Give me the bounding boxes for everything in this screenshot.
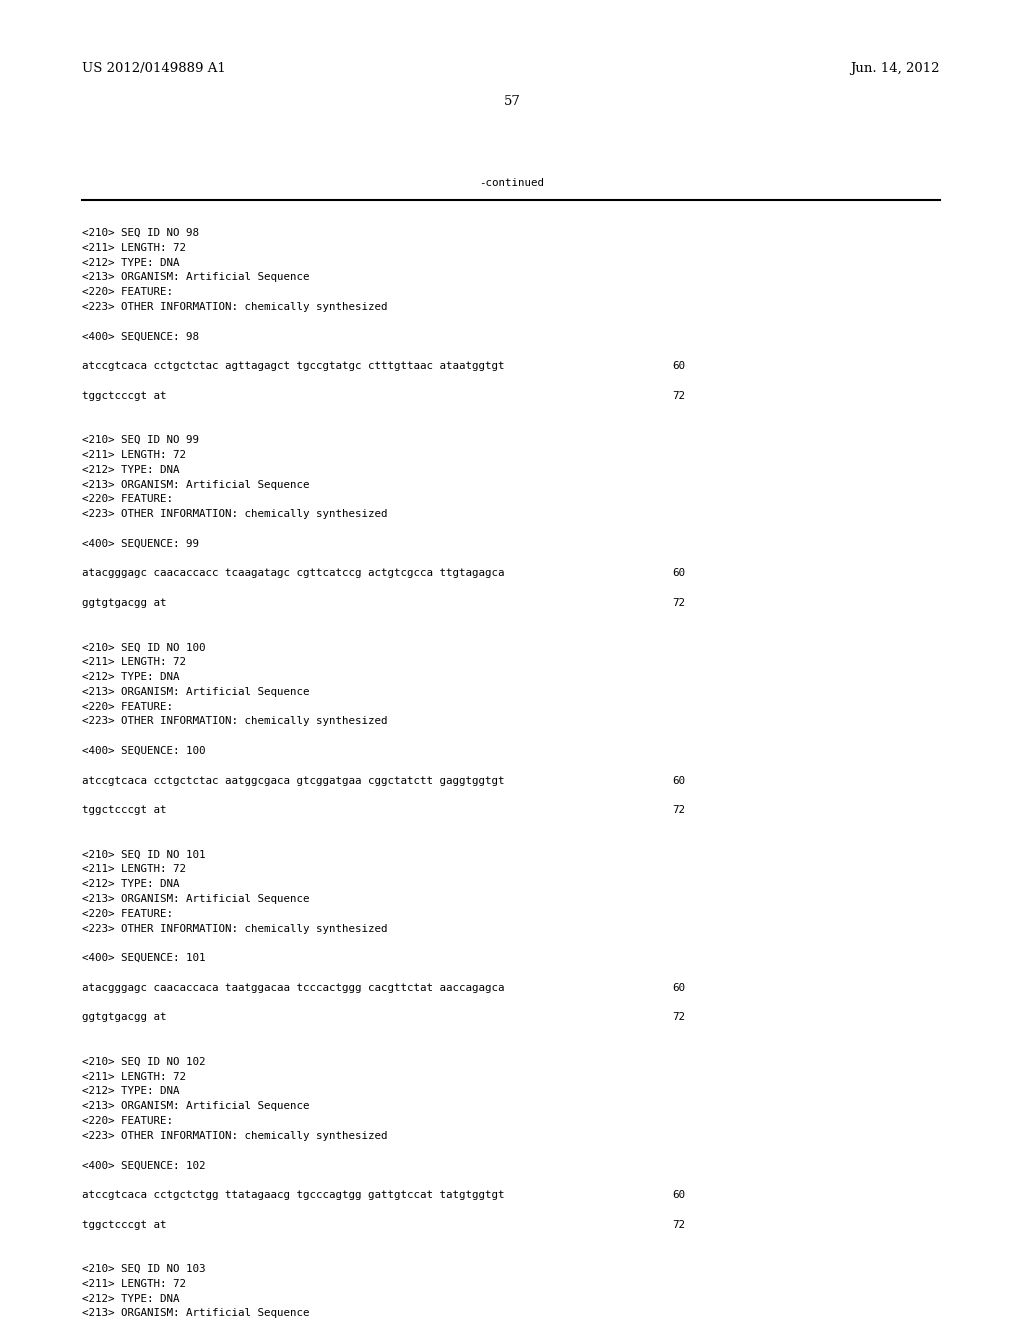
Text: <220> FEATURE:: <220> FEATURE:: [82, 288, 173, 297]
Text: tggctcccgt at: tggctcccgt at: [82, 391, 167, 401]
Text: <210> SEQ ID NO 102: <210> SEQ ID NO 102: [82, 1057, 206, 1067]
Text: 57: 57: [504, 95, 520, 108]
Text: tggctcccgt at: tggctcccgt at: [82, 1220, 167, 1230]
Text: 72: 72: [672, 598, 685, 609]
Text: <211> LENGTH: 72: <211> LENGTH: 72: [82, 657, 186, 667]
Text: <400> SEQUENCE: 99: <400> SEQUENCE: 99: [82, 539, 199, 549]
Text: <400> SEQUENCE: 98: <400> SEQUENCE: 98: [82, 331, 199, 342]
Text: atccgtcaca cctgctctac aatggcgaca gtcggatgaa cggctatctt gaggtggtgt: atccgtcaca cctgctctac aatggcgaca gtcggat…: [82, 776, 505, 785]
Text: <210> SEQ ID NO 100: <210> SEQ ID NO 100: [82, 643, 206, 652]
Text: <211> LENGTH: 72: <211> LENGTH: 72: [82, 865, 186, 874]
Text: <220> FEATURE:: <220> FEATURE:: [82, 495, 173, 504]
Text: <211> LENGTH: 72: <211> LENGTH: 72: [82, 1279, 186, 1288]
Text: <210> SEQ ID NO 103: <210> SEQ ID NO 103: [82, 1265, 206, 1274]
Text: <213> ORGANISM: Artificial Sequence: <213> ORGANISM: Artificial Sequence: [82, 1308, 309, 1319]
Text: <213> ORGANISM: Artificial Sequence: <213> ORGANISM: Artificial Sequence: [82, 686, 309, 697]
Text: 60: 60: [672, 569, 685, 578]
Text: 72: 72: [672, 1012, 685, 1023]
Text: <223> OTHER INFORMATION: chemically synthesized: <223> OTHER INFORMATION: chemically synt…: [82, 1131, 387, 1140]
Text: <220> FEATURE:: <220> FEATURE:: [82, 702, 173, 711]
Text: <210> SEQ ID NO 98: <210> SEQ ID NO 98: [82, 228, 199, 238]
Text: 72: 72: [672, 391, 685, 401]
Text: Jun. 14, 2012: Jun. 14, 2012: [851, 62, 940, 75]
Text: -continued: -continued: [479, 178, 545, 187]
Text: <223> OTHER INFORMATION: chemically synthesized: <223> OTHER INFORMATION: chemically synt…: [82, 510, 387, 519]
Text: tggctcccgt at: tggctcccgt at: [82, 805, 167, 816]
Text: 60: 60: [672, 362, 685, 371]
Text: 60: 60: [672, 776, 685, 785]
Text: 60: 60: [672, 983, 685, 993]
Text: <212> TYPE: DNA: <212> TYPE: DNA: [82, 672, 179, 682]
Text: atccgtcaca cctgctctac agttagagct tgccgtatgc ctttgttaac ataatggtgt: atccgtcaca cctgctctac agttagagct tgccgta…: [82, 362, 505, 371]
Text: <212> TYPE: DNA: <212> TYPE: DNA: [82, 1294, 179, 1304]
Text: US 2012/0149889 A1: US 2012/0149889 A1: [82, 62, 225, 75]
Text: <400> SEQUENCE: 102: <400> SEQUENCE: 102: [82, 1160, 206, 1171]
Text: <400> SEQUENCE: 100: <400> SEQUENCE: 100: [82, 746, 206, 756]
Text: <212> TYPE: DNA: <212> TYPE: DNA: [82, 257, 179, 268]
Text: <220> FEATURE:: <220> FEATURE:: [82, 1115, 173, 1126]
Text: <220> FEATURE:: <220> FEATURE:: [82, 908, 173, 919]
Text: <213> ORGANISM: Artificial Sequence: <213> ORGANISM: Artificial Sequence: [82, 1101, 309, 1111]
Text: atacgggagc caacaccacc tcaagatagc cgttcatccg actgtcgcca ttgtagagca: atacgggagc caacaccacc tcaagatagc cgttcat…: [82, 569, 505, 578]
Text: <212> TYPE: DNA: <212> TYPE: DNA: [82, 1086, 179, 1097]
Text: ggtgtgacgg at: ggtgtgacgg at: [82, 598, 167, 609]
Text: <211> LENGTH: 72: <211> LENGTH: 72: [82, 450, 186, 459]
Text: atacgggagc caacaccaca taatggacaa tcccactggg cacgttctat aaccagagca: atacgggagc caacaccaca taatggacaa tcccact…: [82, 983, 505, 993]
Text: <212> TYPE: DNA: <212> TYPE: DNA: [82, 465, 179, 475]
Text: <212> TYPE: DNA: <212> TYPE: DNA: [82, 879, 179, 890]
Text: <223> OTHER INFORMATION: chemically synthesized: <223> OTHER INFORMATION: chemically synt…: [82, 717, 387, 726]
Text: ggtgtgacgg at: ggtgtgacgg at: [82, 1012, 167, 1023]
Text: 72: 72: [672, 805, 685, 816]
Text: <223> OTHER INFORMATION: chemically synthesized: <223> OTHER INFORMATION: chemically synt…: [82, 302, 387, 312]
Text: <223> OTHER INFORMATION: chemically synthesized: <223> OTHER INFORMATION: chemically synt…: [82, 924, 387, 933]
Text: <210> SEQ ID NO 101: <210> SEQ ID NO 101: [82, 850, 206, 859]
Text: <213> ORGANISM: Artificial Sequence: <213> ORGANISM: Artificial Sequence: [82, 894, 309, 904]
Text: atccgtcaca cctgctctgg ttatagaacg tgcccagtgg gattgtccat tatgtggtgt: atccgtcaca cctgctctgg ttatagaacg tgcccag…: [82, 1191, 505, 1200]
Text: <211> LENGTH: 72: <211> LENGTH: 72: [82, 243, 186, 253]
Text: <211> LENGTH: 72: <211> LENGTH: 72: [82, 1072, 186, 1081]
Text: <213> ORGANISM: Artificial Sequence: <213> ORGANISM: Artificial Sequence: [82, 479, 309, 490]
Text: 72: 72: [672, 1220, 685, 1230]
Text: 60: 60: [672, 1191, 685, 1200]
Text: <210> SEQ ID NO 99: <210> SEQ ID NO 99: [82, 436, 199, 445]
Text: <213> ORGANISM: Artificial Sequence: <213> ORGANISM: Artificial Sequence: [82, 272, 309, 282]
Text: <400> SEQUENCE: 101: <400> SEQUENCE: 101: [82, 953, 206, 964]
